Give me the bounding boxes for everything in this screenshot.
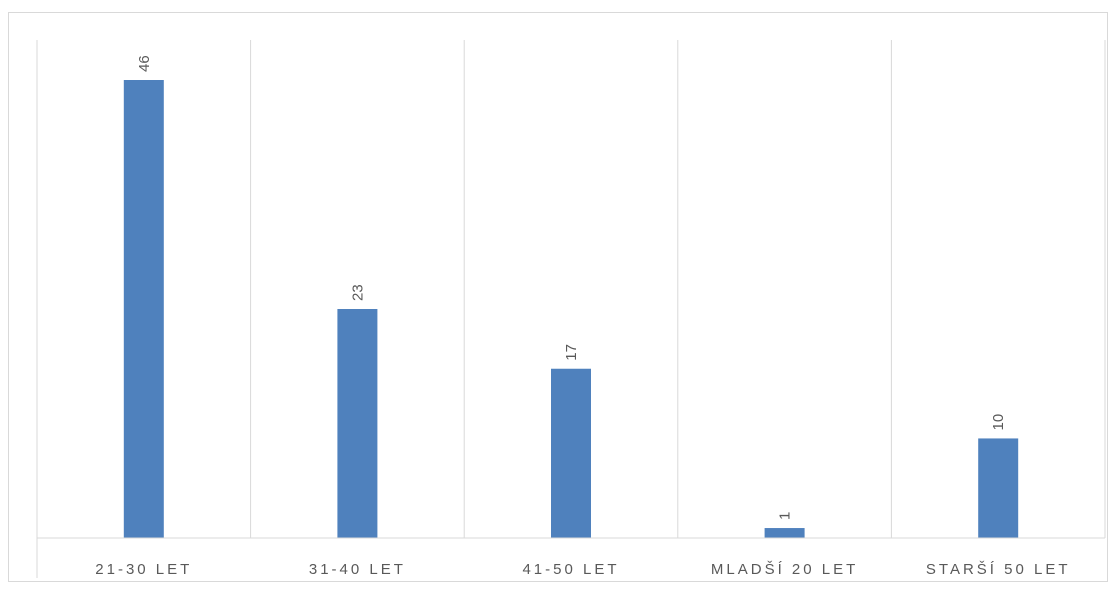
data-label: 46 xyxy=(136,55,153,72)
data-label: 1 xyxy=(777,512,794,520)
category-label: 21-30 LET xyxy=(95,561,192,578)
bars xyxy=(123,80,1019,538)
bar xyxy=(764,528,805,538)
category-label: 31-40 LET xyxy=(309,561,406,578)
grid-lines xyxy=(36,40,1106,578)
bar xyxy=(978,438,1019,538)
data-label: 23 xyxy=(349,284,366,301)
data-label: 17 xyxy=(563,344,580,361)
data-labels: 46 23 17 1 10 xyxy=(136,55,1007,520)
bar xyxy=(123,80,164,538)
category-label: 41-50 LET xyxy=(522,561,619,578)
data-label: 10 xyxy=(990,414,1007,431)
bar xyxy=(337,309,378,538)
category-label: MLADŠÍ 20 LET xyxy=(711,561,858,578)
category-label: STARŠÍ 50 LET xyxy=(926,561,1071,578)
bar xyxy=(551,368,591,538)
category-axis-labels: 21-30 LET 31-40 LET 41-50 LET MLADŠÍ 20 LET… xyxy=(95,561,1071,578)
